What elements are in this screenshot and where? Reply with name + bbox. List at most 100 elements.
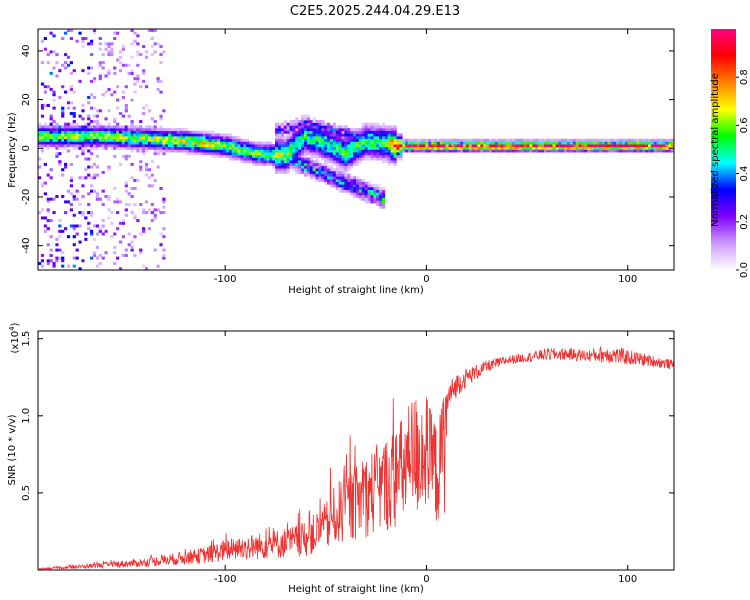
spectrogram-cell xyxy=(136,146,140,150)
spectrogram-cell xyxy=(113,138,117,142)
spectrogram-cell xyxy=(402,144,406,148)
spectrogram-cell xyxy=(38,261,42,265)
spectrogram-cell xyxy=(382,189,386,193)
spectrogram-cell xyxy=(118,130,123,134)
spectrogram-cell xyxy=(64,141,68,145)
spectrogram-cell xyxy=(43,144,47,148)
spectrogram-cell xyxy=(234,138,238,142)
spectrogram-cell xyxy=(188,144,192,148)
spectrogram-cell xyxy=(399,146,403,150)
spectrogram-cell xyxy=(139,160,143,164)
colorbar-tick-label: 0.0 xyxy=(739,262,750,278)
spectrogram-cell xyxy=(40,138,45,142)
spectrogram-cell xyxy=(43,122,47,126)
spectrogram-cell xyxy=(64,162,68,166)
spectrogram-cell xyxy=(332,122,337,126)
spectrogram-cell xyxy=(191,138,195,142)
spectrogram-cell xyxy=(671,138,675,142)
spectrogram-cell xyxy=(127,192,131,196)
spectrogram-cell xyxy=(191,146,195,150)
spectrogram-cell xyxy=(555,146,559,150)
spectrogram-cell xyxy=(170,133,175,137)
spectrogram-cell xyxy=(353,195,357,198)
spectrogram-cell xyxy=(46,53,50,57)
spectrogram-cell xyxy=(104,141,108,145)
spectrogram-cell xyxy=(460,146,464,150)
spectrogram-cell xyxy=(538,141,542,145)
spectrogram-cell xyxy=(66,63,71,67)
spectrogram-cell xyxy=(43,136,47,140)
spectrogram-cell xyxy=(55,146,59,150)
spectrogram-cell xyxy=(130,186,134,190)
spectrogram-cell xyxy=(81,144,85,148)
spectrogram-cell xyxy=(197,136,201,140)
spectrogram-cell xyxy=(87,203,91,207)
spectrogram-cell xyxy=(124,181,128,185)
spectrogram-cell xyxy=(306,157,311,161)
spectrogram-cell xyxy=(223,152,227,156)
spectrogram-cell xyxy=(448,144,452,148)
spectrogram-cell xyxy=(223,149,227,153)
spectrogram-cell xyxy=(286,146,290,150)
spectrogram-cell xyxy=(87,173,91,177)
spectrogram-cell xyxy=(182,133,186,137)
spectrogram-cell xyxy=(263,157,267,161)
spectrogram-cell xyxy=(208,138,212,142)
spectrogram-cell xyxy=(107,122,111,126)
spectrogram-cell xyxy=(283,170,287,174)
spectrogram-cell xyxy=(315,170,319,174)
spectrogram-cell xyxy=(159,149,163,153)
spectrogram-cell xyxy=(587,138,591,142)
spectrogram-cell xyxy=(249,149,253,153)
spectrogram-cell xyxy=(410,138,415,142)
spectrogram-cell xyxy=(139,53,143,57)
spectrogram-ytick-label: 40 xyxy=(21,45,32,58)
spectrogram-cell xyxy=(283,146,287,150)
spectrogram-cell xyxy=(512,144,516,148)
spectrogram-cell xyxy=(306,128,311,132)
spectrogram-cell xyxy=(393,144,397,148)
spectrogram-cell xyxy=(118,162,123,166)
spectrogram-cell xyxy=(92,133,97,137)
spectrogram-cell xyxy=(315,136,319,140)
spectrogram-cell xyxy=(61,144,65,148)
spectrogram-cell xyxy=(225,133,230,137)
spectrogram-cell xyxy=(156,146,160,150)
spectrogram-cell xyxy=(95,192,100,196)
spectrogram-cell xyxy=(84,216,88,220)
spectrogram-cell xyxy=(75,146,79,150)
spectrogram-cell xyxy=(127,146,131,150)
spectrogram-cell xyxy=(69,208,73,212)
spectrogram-cell xyxy=(486,144,490,148)
spectrogram-cell xyxy=(40,149,45,153)
spectrogram-cell xyxy=(280,154,285,158)
spectrogram-cell xyxy=(266,154,270,158)
spectrogram-cell xyxy=(142,79,146,83)
spectrogram-cell xyxy=(121,136,126,140)
spectrogram-cell xyxy=(92,162,97,166)
spectrogram-cell xyxy=(107,53,111,57)
spectrogram-cell xyxy=(341,184,345,188)
spectrogram-cell xyxy=(72,133,76,137)
spectrogram-cell xyxy=(593,144,597,148)
spectrogram-cell xyxy=(301,146,305,150)
spectrogram-cell xyxy=(107,87,111,91)
spectrogram-cell xyxy=(150,45,154,49)
spectrogram-cell xyxy=(382,205,386,209)
spectrogram-cell xyxy=(315,130,319,134)
spectrogram-ylabel: Frequency (Hz) xyxy=(7,112,18,188)
spectrogram-cell xyxy=(188,136,192,140)
spectrogram-cell xyxy=(243,138,247,142)
spectrogram-cell xyxy=(344,136,348,140)
spectrogram-cell xyxy=(483,141,487,145)
spectrogram-cell xyxy=(280,130,285,134)
spectrogram-cell xyxy=(130,29,134,32)
spectrogram-cell xyxy=(121,128,126,132)
spectrogram-cell xyxy=(532,149,536,153)
spectrogram-cell xyxy=(162,248,166,252)
spectrogram-cell xyxy=(289,160,293,164)
spectrogram-cell xyxy=(370,184,374,188)
spectrogram-cell xyxy=(393,138,397,142)
spectrogram-cell xyxy=(364,197,368,201)
spectrogram-cell xyxy=(110,136,114,140)
